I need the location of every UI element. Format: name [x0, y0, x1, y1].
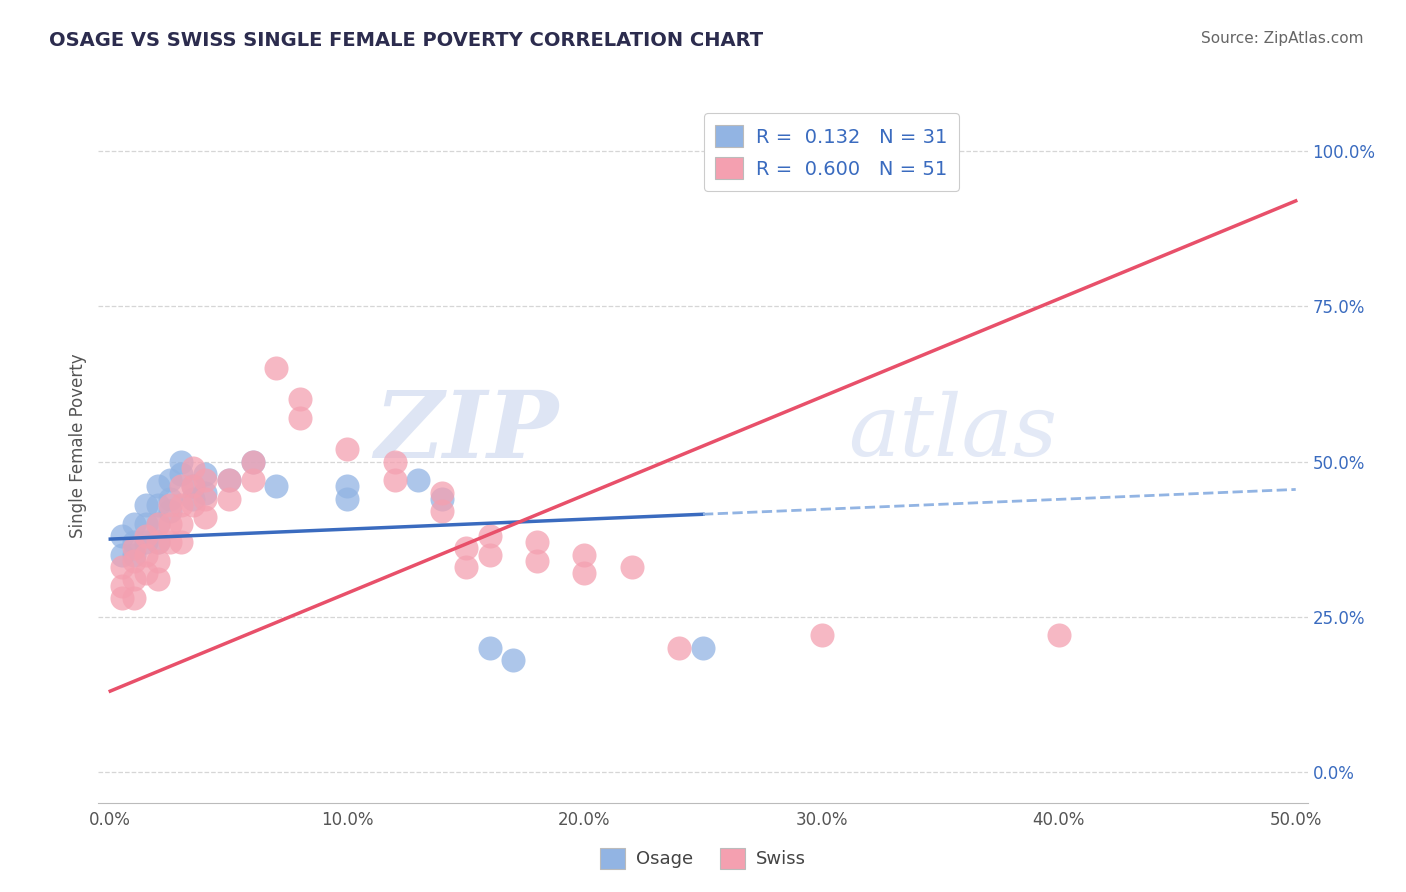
Point [288, 392, 311, 407]
Point [135, 566, 157, 581]
Point [122, 541, 145, 556]
Point [692, 640, 714, 655]
Point [408, 473, 430, 487]
Legend: Osage, Swiss: Osage, Swiss [592, 840, 814, 876]
Point [146, 554, 169, 568]
Point [264, 361, 287, 376]
Point [242, 454, 264, 468]
Point [384, 473, 406, 487]
Point [159, 535, 181, 549]
Point [146, 479, 169, 493]
Point [135, 548, 157, 562]
Point [194, 467, 217, 481]
Point [170, 479, 193, 493]
Point [111, 591, 134, 605]
Point [111, 560, 134, 574]
Point [336, 442, 359, 456]
Point [135, 529, 157, 543]
Point [159, 504, 181, 518]
Point [146, 573, 169, 587]
Point [194, 491, 217, 506]
Point [181, 491, 204, 506]
Point [170, 498, 193, 512]
Point [181, 479, 204, 493]
Point [170, 467, 193, 481]
Point [122, 573, 145, 587]
Point [502, 653, 524, 667]
Point [810, 628, 832, 642]
Point [122, 554, 145, 568]
Point [242, 454, 264, 468]
Point [242, 473, 264, 487]
Point [181, 479, 204, 493]
Point [146, 516, 169, 531]
Point [111, 529, 134, 543]
Point [146, 516, 169, 531]
Point [526, 554, 548, 568]
Point [159, 491, 181, 506]
Point [432, 491, 454, 506]
Point [135, 535, 157, 549]
Point [194, 510, 217, 524]
Point [574, 548, 596, 562]
Point [574, 566, 596, 581]
Point [478, 529, 501, 543]
Point [454, 541, 477, 556]
Point [170, 516, 193, 531]
Text: Source: ZipAtlas.com: Source: ZipAtlas.com [1201, 31, 1364, 46]
Point [122, 591, 145, 605]
Point [478, 640, 501, 655]
Point [181, 460, 204, 475]
Point [432, 504, 454, 518]
Point [122, 535, 145, 549]
Point [526, 535, 548, 549]
Point [218, 491, 240, 506]
Text: ZIP: ZIP [374, 387, 558, 476]
Point [478, 548, 501, 562]
Point [135, 516, 157, 531]
Legend: R =  0.132   N = 31, R =  0.600   N = 51: R = 0.132 N = 31, R = 0.600 N = 51 [704, 113, 959, 191]
Point [432, 485, 454, 500]
Point [668, 640, 690, 655]
Point [218, 473, 240, 487]
Text: OSAGE VS SWISS SINGLE FEMALE POVERTY CORRELATION CHART: OSAGE VS SWISS SINGLE FEMALE POVERTY COR… [49, 31, 763, 50]
Point [146, 535, 169, 549]
Point [146, 498, 169, 512]
Point [170, 535, 193, 549]
Point [194, 485, 217, 500]
Point [336, 479, 359, 493]
Point [159, 516, 181, 531]
Text: atlas: atlas [848, 391, 1057, 473]
Point [384, 454, 406, 468]
Point [336, 491, 359, 506]
Point [146, 535, 169, 549]
Point [1047, 628, 1070, 642]
Point [111, 579, 134, 593]
Point [181, 498, 204, 512]
Point [111, 548, 134, 562]
Point [122, 516, 145, 531]
Point [218, 473, 240, 487]
Point [170, 454, 193, 468]
Point [288, 411, 311, 425]
Point [454, 560, 477, 574]
Point [135, 498, 157, 512]
Point [194, 473, 217, 487]
Point [159, 498, 181, 512]
Point [620, 560, 643, 574]
Y-axis label: Single Female Poverty: Single Female Poverty [69, 354, 87, 538]
Point [264, 479, 287, 493]
Point [159, 473, 181, 487]
Point [122, 548, 145, 562]
